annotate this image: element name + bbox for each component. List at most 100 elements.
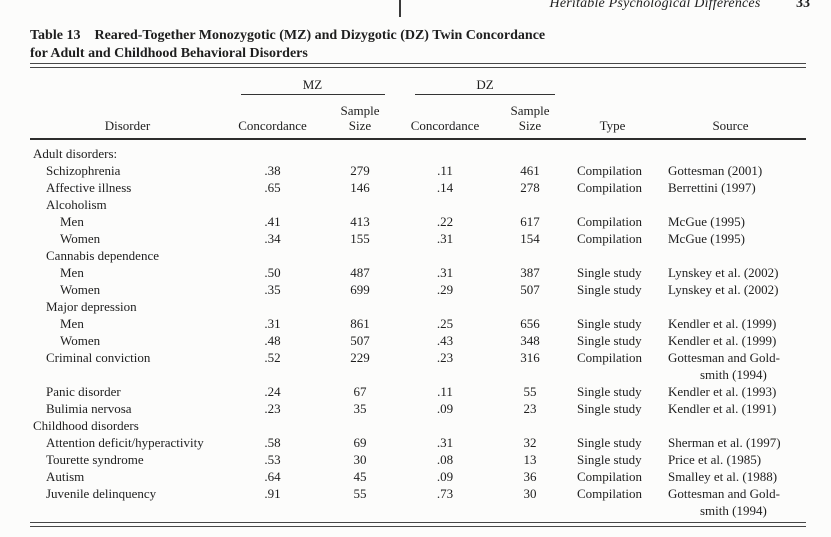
cell-mz-sample-size: 55 — [353, 486, 367, 501]
source-line: Lynskey et al. (2002) — [668, 282, 779, 297]
cell-dz-sample-size: 30 — [523, 486, 537, 501]
cell-mz-concordance — [225, 417, 320, 434]
source-line: McGue (1995) — [668, 214, 745, 229]
cell-mz-sample-size: 279 — [350, 163, 370, 178]
cell-type: Single study — [577, 316, 642, 331]
table-row: Alcoholism — [30, 196, 806, 213]
cell-dz-sample-size: 32 — [523, 435, 537, 450]
table-row: Men .50 487 .31 387 Single study Lynskey et al… — [30, 264, 806, 281]
source-line: Kendler et al. (1999) — [668, 316, 777, 331]
table-row: Men .41 413 .22 617 Compilation McGue (1995) — [30, 213, 806, 230]
cell-type — [570, 417, 655, 434]
source-line: Price et al. (1985) — [668, 452, 762, 467]
cell-dz-concordance: .11 — [437, 163, 453, 178]
cell-dz-sample-size — [490, 298, 570, 315]
cell-mz-sample-size: 861 — [350, 316, 370, 331]
table-row: Autism .64 45 .09 36 Compilation Smalley et al… — [30, 468, 806, 485]
cell-source: Sherman et al. (1997) — [655, 434, 806, 451]
table-title: Table 13 Reared-Together Monozygotic (MZ)… — [30, 27, 810, 63]
cell-mz-sample-size — [320, 139, 400, 162]
table-label: Table 13 — [30, 28, 81, 43]
table-row: Juvenile delinquency .91 55 .73 30 Compilatio… — [30, 485, 806, 519]
cell-dz-sample-size: 316 — [520, 350, 540, 365]
cell-mz-sample-size: 146 — [350, 180, 370, 195]
source-line: Kendler et al. (1999) — [668, 333, 777, 348]
source-line: Sherman et al. (1997) — [668, 435, 781, 450]
cell-mz-concordance — [225, 247, 320, 264]
cell-mz-concordance: .48 — [264, 333, 281, 348]
cell-dz-concordance — [400, 196, 490, 213]
table-title-text1: Reared-Together Monozygotic (MZ) and Diz… — [94, 28, 546, 43]
group-header-dz: DZ — [400, 68, 570, 95]
cell-dz-concordance: .23 — [436, 350, 454, 365]
cell-mz-sample-size: 35 — [353, 401, 367, 416]
cell-mz-sample-size: 67 — [353, 384, 367, 399]
cell-type — [570, 298, 655, 315]
empty-cell — [30, 68, 225, 95]
scan-artifact-line — [399, 0, 401, 17]
cell-disorder: Schizophrenia — [46, 163, 121, 178]
cell-source — [655, 247, 806, 264]
cell-source: Gottesman and Gold-smith (1994) — [655, 349, 806, 383]
cell-disorder: Adult disorders: — [33, 146, 118, 161]
source-line: Gottesman and Gold- — [668, 486, 780, 501]
table-row: Women .48 507 .43 348 Single study Kendler et … — [30, 332, 806, 349]
table-row: Women .35 699 .29 507 Single study Lynskey et … — [30, 281, 806, 298]
cell-type: Compilation — [577, 350, 642, 365]
table-row: Tourette syndrome .53 30 .08 13 Single study P… — [30, 451, 806, 468]
size-label: Size — [348, 118, 372, 133]
cell-source: Gottesman and Gold-smith (1994) — [655, 485, 806, 519]
cell-mz-concordance: .58 — [264, 435, 281, 450]
size-label: Size — [518, 118, 542, 133]
group-header-mz-label: MZ — [240, 78, 385, 95]
table-row: Childhood disorders — [30, 417, 806, 434]
source-line: Smalley et al. (1988) — [668, 469, 778, 484]
cell-mz-sample-size — [320, 196, 400, 213]
cell-type: Single study — [577, 435, 642, 450]
col-header-type: Type — [570, 95, 655, 140]
cell-mz-concordance: .23 — [264, 401, 281, 416]
cell-dz-concordance: .31 — [436, 435, 454, 450]
cell-dz-sample-size: 617 — [520, 214, 540, 229]
cell-source: Berrettini (1997) — [655, 179, 806, 196]
page-number: 33 — [796, 0, 810, 11]
cell-dz-concordance — [400, 298, 490, 315]
empty-cell — [570, 68, 655, 95]
running-head: Heritable Psychological Differences 33 — [550, 0, 810, 12]
cell-dz-sample-size: 278 — [520, 180, 540, 195]
cell-mz-sample-size — [320, 298, 400, 315]
cell-source — [655, 139, 806, 162]
cell-mz-concordance: .53 — [264, 452, 281, 467]
cell-mz-concordance: .41 — [264, 214, 281, 229]
table-row: Panic disorder .24 67 .11 55 Single study Kend… — [30, 383, 806, 400]
cell-dz-concordance — [400, 139, 490, 162]
source-line: Lynskey et al. (2002) — [668, 265, 779, 280]
cell-type: Single study — [577, 384, 642, 399]
table-row: Women .34 155 .31 154 Compilation McGue (1995) — [30, 230, 806, 247]
cell-type — [570, 247, 655, 264]
cell-dz-sample-size — [490, 139, 570, 162]
col-header-mz-sample-size: Sample Size — [320, 95, 400, 140]
twin-concordance-table: MZ DZ Disorder Concordance Sample Size — [30, 68, 806, 519]
cell-mz-concordance: .38 — [264, 163, 281, 178]
cell-mz-sample-size: 507 — [350, 333, 370, 348]
source-line: smith (1994) — [700, 503, 767, 518]
cell-disorder: Tourette syndrome — [46, 452, 144, 467]
cell-source: McGue (1995) — [655, 213, 806, 230]
cell-mz-sample-size: 30 — [353, 452, 367, 467]
cell-disorder: Affective illness — [46, 180, 132, 195]
cell-disorder: Attention deficit/hyperactivity — [46, 435, 204, 450]
cell-dz-sample-size: 507 — [520, 282, 540, 297]
cell-dz-concordance — [400, 417, 490, 434]
table-row: Adult disorders: — [30, 139, 806, 162]
cell-dz-sample-size: 656 — [520, 316, 540, 331]
cell-disorder: Childhood disorders — [33, 418, 139, 433]
column-group-row: MZ DZ — [30, 68, 806, 95]
cell-type: Compilation — [577, 486, 642, 501]
cell-dz-sample-size — [490, 247, 570, 264]
cell-dz-concordance: .31 — [436, 265, 454, 280]
col-header-mz-concordance: Concordance — [225, 95, 320, 140]
sample-label: Sample — [340, 103, 380, 118]
cell-type: Single study — [577, 452, 642, 467]
